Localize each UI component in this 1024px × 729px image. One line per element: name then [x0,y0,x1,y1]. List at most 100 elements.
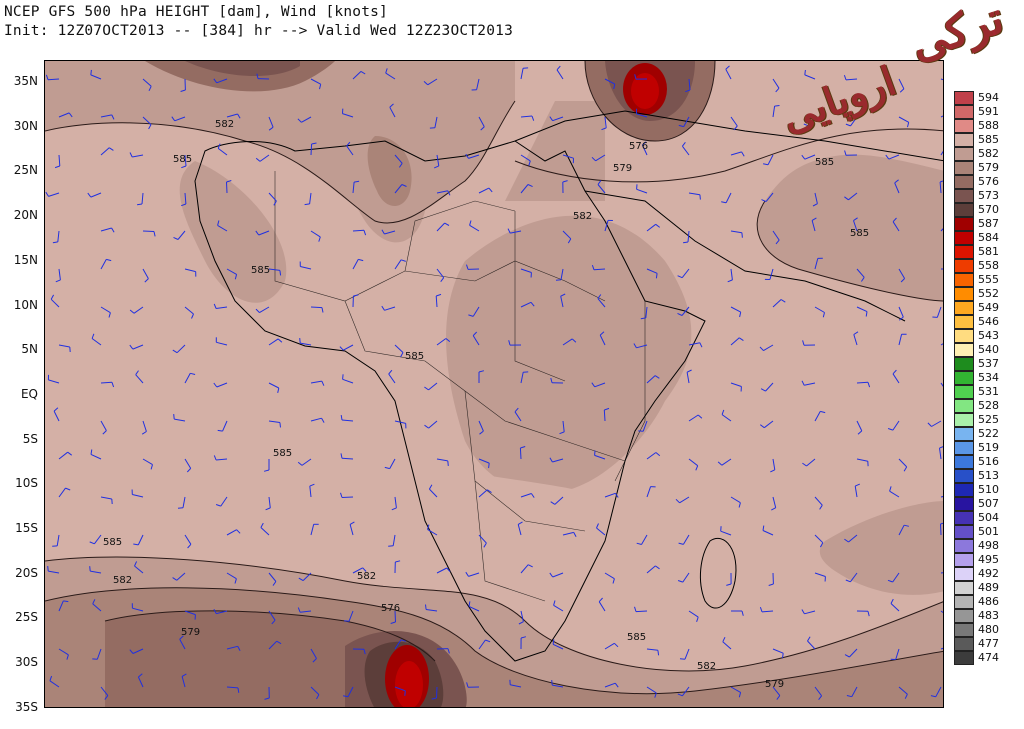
wind-barb-flag [299,338,301,344]
wind-barb [552,643,564,650]
wind-barb-flag [67,451,73,456]
wind-barb-flag [234,274,238,280]
wind-barb-flag [273,200,277,206]
legend-label: 576 [978,175,999,188]
wind-barb-flag [678,542,684,545]
wind-barb [436,567,448,574]
wind-barb-flag [49,675,53,681]
wind-barb [100,496,112,500]
wind-barb [562,230,572,240]
wind-barb [510,684,522,688]
wind-barb [268,382,280,389]
wind-barb-flag [444,222,450,226]
wind-barb-flag [677,580,683,583]
wind-barb-flag [213,78,218,84]
wind-barb-flag [321,417,325,423]
wind-barb-flag [599,331,605,336]
wind-barb [389,107,396,118]
wind-barb-flag [213,303,217,309]
wind-barb [216,382,228,388]
wind-barb-flag [111,227,115,233]
wind-barb-flag [215,504,221,507]
legend-label: 510 [978,483,999,496]
wind-barb [56,534,60,546]
wind-barb-flag [440,277,445,282]
wind-barb-flag [939,446,943,449]
wind-barb-flag [271,619,276,625]
wind-barb [888,154,900,160]
wind-barb [184,458,192,469]
wind-barb [220,496,228,507]
wind-barb [309,192,312,204]
latitude-tick-label: 25N [13,163,38,178]
height-contours [45,61,943,695]
field-582-west-africa [179,161,287,303]
wind-barb-flag [741,232,743,238]
legend-label: 528 [978,399,999,412]
wind-barb [940,78,943,81]
wind-barb [260,527,270,536]
wind-barb-flag [553,600,556,606]
wind-barb [429,488,438,498]
wind-barb-flag [436,293,442,297]
legend-item: 486 [954,595,999,609]
wind-barb-flag [930,695,936,698]
wind-barb-flag [340,415,343,421]
wind-barb-flag [297,118,302,123]
wind-barb [132,344,144,350]
wind-barb [349,524,354,536]
wind-barb-flag [135,370,139,375]
wind-barb-flag [887,579,893,583]
wind-barb-flag [614,642,619,648]
wind-barb-flag [360,70,366,75]
wind-barb [134,565,144,574]
wind-barb [100,686,109,696]
wind-barb-flag [567,238,572,244]
wind-barb [848,192,858,201]
wind-barb [730,496,741,504]
wind-barb [556,69,564,80]
wind-barb [642,420,648,432]
wind-barb [596,527,606,536]
wind-barb [385,72,396,80]
wind-barb [394,184,403,194]
wind-barb [216,78,228,84]
wind-barb [598,601,606,612]
wind-barb-flag [129,344,134,350]
wind-barb-flag [480,126,485,131]
wind-barb [226,645,238,650]
wind-barb-flag [401,184,407,187]
wind-barb [892,373,900,384]
wind-barb [808,116,816,127]
wind-barb-flag [508,340,511,346]
wind-barb-flag [556,65,561,71]
legend-swatch [954,287,974,301]
wind-barb-flag [855,483,860,487]
legend-item: 587 [954,217,999,231]
wind-barb-flag [598,597,603,603]
contour-label: 582 [357,571,376,582]
wind-barb-flag [263,469,270,472]
legend-swatch [954,217,974,231]
legend-swatch [954,483,974,497]
wind-barb [468,572,480,577]
wind-barb [850,572,858,583]
wind-barb [520,268,532,273]
wind-barb [184,268,196,273]
wind-barb [940,523,942,536]
wind-barb [348,610,354,622]
wind-barb [772,106,776,118]
wind-barb [682,572,690,583]
wind-barb [226,572,237,580]
legend-swatch [954,637,974,651]
wind-barb [684,648,690,660]
legend-swatch [954,203,974,217]
wind-barb [226,181,228,194]
wind-barb-flag [213,455,217,461]
wind-barb-flag [316,694,320,700]
wind-barb-flag [867,382,871,388]
wind-barb [646,268,658,274]
wind-barb-flag [591,156,596,162]
wind-barb-flag [400,352,404,358]
wind-barb-flag [468,601,471,607]
